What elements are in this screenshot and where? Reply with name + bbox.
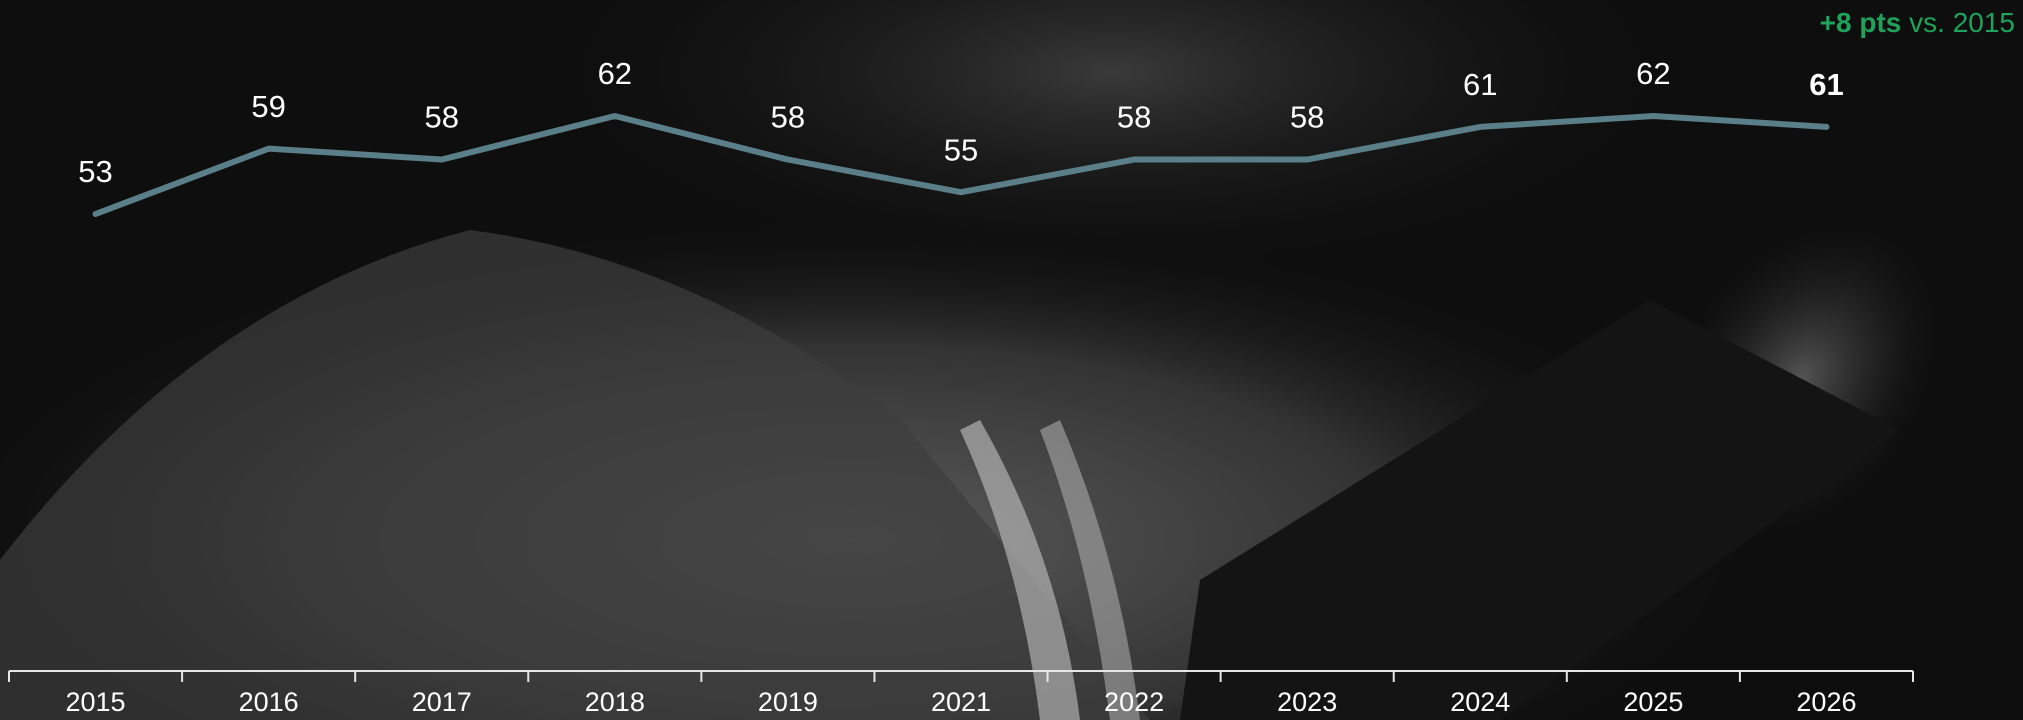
annotation-highlight: +8 pts xyxy=(1820,7,1902,38)
x-tick-label: 2022 xyxy=(1104,687,1164,717)
value-label: 58 xyxy=(771,100,805,135)
value-label: 58 xyxy=(1290,100,1324,135)
x-tick-label: 2017 xyxy=(412,687,472,717)
x-tick-label: 2025 xyxy=(1623,687,1683,717)
x-tick-label: 2024 xyxy=(1450,687,1510,717)
line xyxy=(92,113,1830,217)
x-tick-label: 2021 xyxy=(931,687,991,717)
value-label: 61 xyxy=(1463,67,1497,102)
x-tick-label: 2026 xyxy=(1796,687,1856,717)
value-label: 62 xyxy=(1636,56,1670,91)
x-tick-label: 2015 xyxy=(66,687,126,717)
x-tick-label: 2016 xyxy=(239,687,299,717)
value-label: 58 xyxy=(1117,100,1151,135)
value-label: 53 xyxy=(78,154,112,189)
value-label: 62 xyxy=(598,56,632,91)
value-label: 55 xyxy=(944,132,978,167)
annotation-text: vs. 2015 xyxy=(1909,7,2015,38)
x-tick-label: 2019 xyxy=(758,687,818,717)
value-label: 59 xyxy=(251,89,285,124)
x-tick-label: 2018 xyxy=(585,687,645,717)
value-label: 61 xyxy=(1809,67,1843,102)
x-tick-label: 2023 xyxy=(1277,687,1337,717)
annotation: +8 pts vs. 2015 xyxy=(1820,7,2015,38)
value-label: 58 xyxy=(424,100,458,135)
